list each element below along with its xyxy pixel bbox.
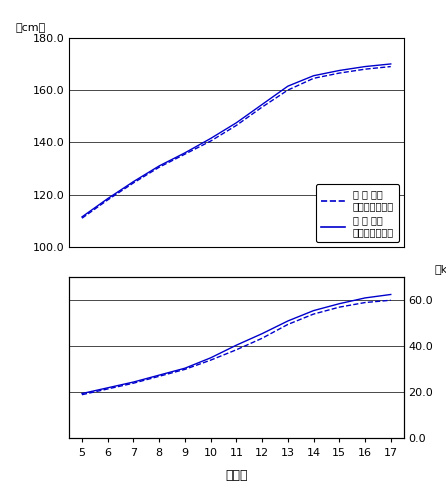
Text: （kg）: （kg）: [435, 265, 446, 275]
Legend: 親 の 世代
（平成４年度）, 子 の 世代
（令和４年度）: 親 の 世代 （平成４年度）, 子 の 世代 （令和４年度）: [316, 184, 399, 242]
Text: （cm）: （cm）: [16, 23, 46, 33]
Text: （歳）: （歳）: [225, 469, 248, 482]
